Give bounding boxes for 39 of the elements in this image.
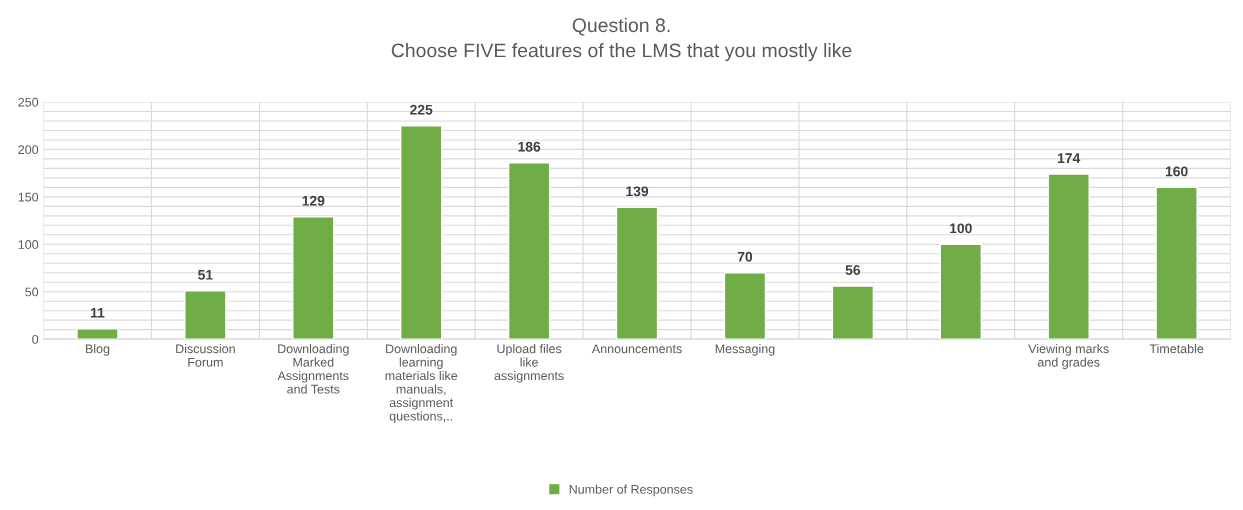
bar [400,125,443,340]
bar [507,162,551,340]
data-label: 160 [1165,166,1188,177]
data-label: 225 [410,104,433,115]
data-label: 129 [302,195,325,206]
data-label: 56 [845,265,861,275]
data-label: 11 [91,307,105,318]
x-tick-label: Downloading Marked Assignments and Tests [277,344,349,394]
legend-label: Number of Responses [569,484,693,497]
y-tick-label: 200 [18,145,39,155]
bar [76,328,119,340]
bar [1047,173,1090,340]
bar [831,285,875,340]
x-tick-label: Downloading learning materials like manuals, assignment questions,.. [385,344,458,423]
data-label: 139 [626,186,649,197]
x-tick-label: Messaging [715,344,775,356]
bar [615,206,659,340]
data-label: 186 [518,141,541,152]
bar [723,272,767,340]
x-tick-label: Announcements [591,344,682,354]
y-tick-label: 100 [18,240,39,249]
chart-title: Question 8. Choose FIVE features of the LMS that you mostly like [391,17,852,62]
bar [292,216,335,340]
x-tick-label: Discussion Forum [176,344,235,367]
x-tick-label: Viewing marks and grades [1028,344,1109,370]
data-label: 174 [1057,153,1081,163]
y-tick-label: 50 [25,287,39,297]
x-tick-label: Upload files like assignments [494,344,564,383]
bar [939,243,982,340]
y-tick-label: 250 [18,97,39,107]
x-tick-label: Blog [85,344,110,356]
x-tick-label: Timetable [1149,344,1204,354]
data-label: 70 [737,251,753,262]
data-label: 51 [198,270,213,280]
bar [1155,186,1198,340]
bar [184,290,227,340]
y-tick-label: 0 [32,334,39,344]
data-label: 100 [950,223,972,234]
y-tick-label: 150 [18,192,39,202]
